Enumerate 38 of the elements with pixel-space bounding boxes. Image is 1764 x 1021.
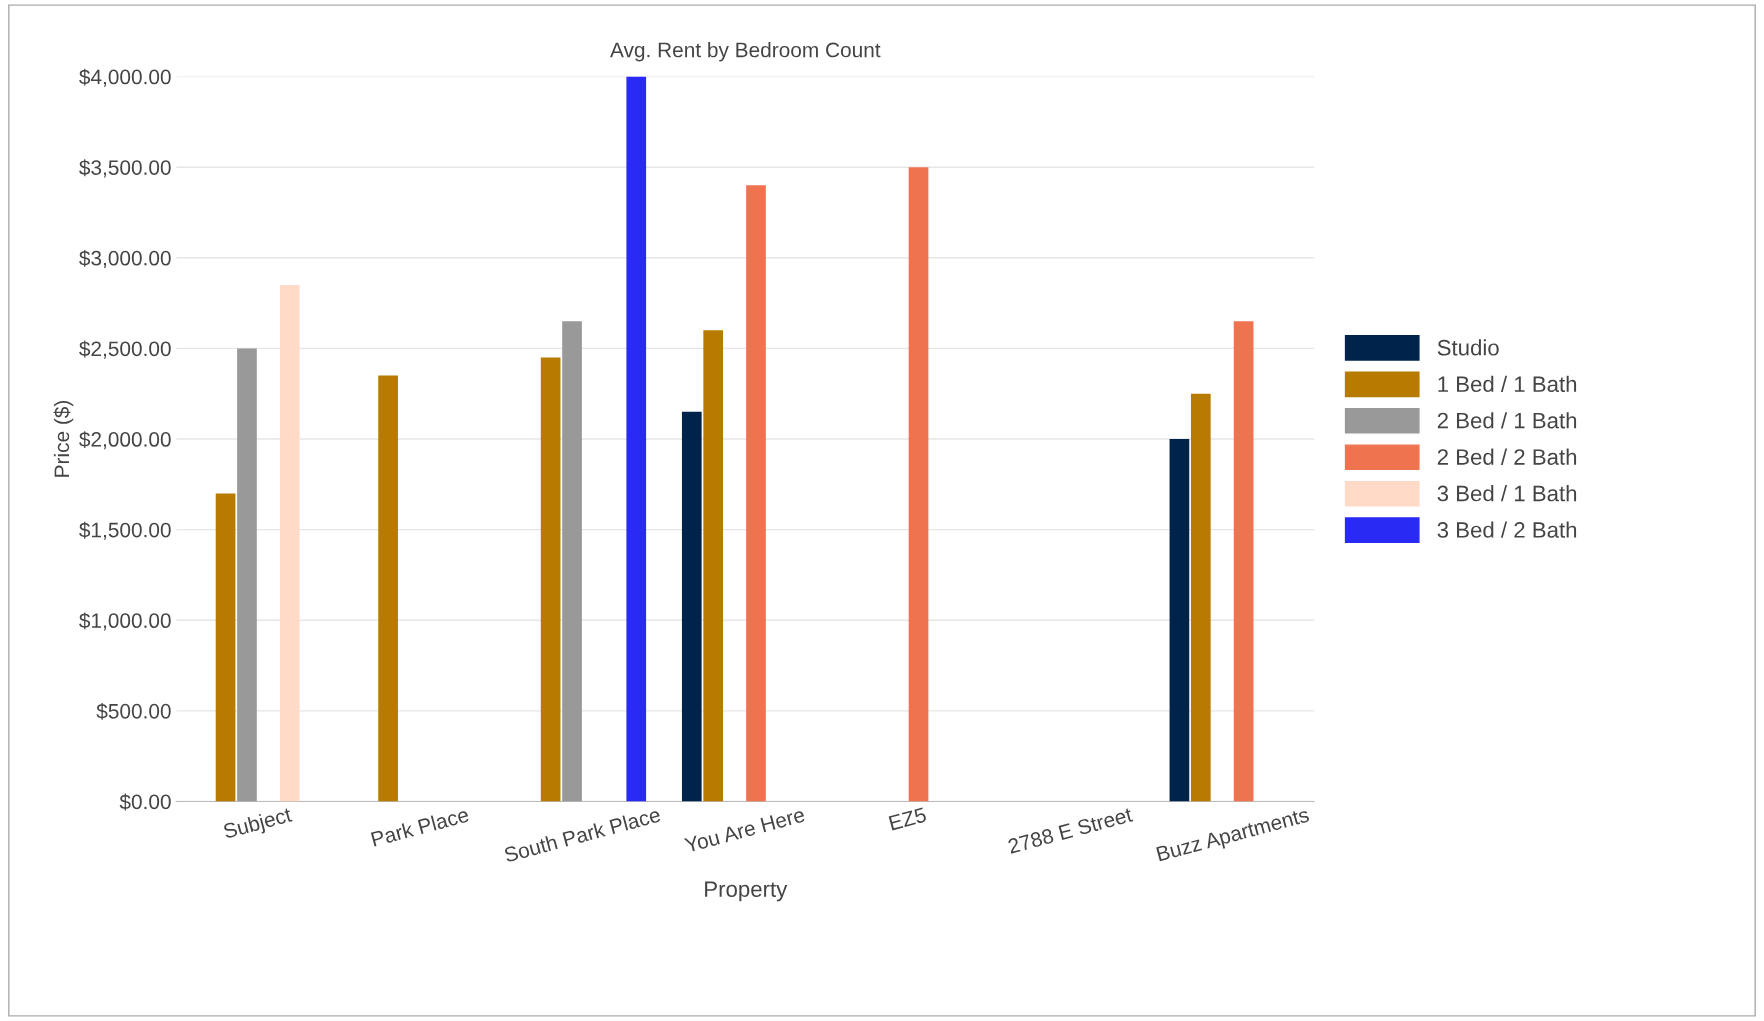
y-axis-title: Price ($) xyxy=(53,400,74,477)
x-tick-label: EZ5 xyxy=(888,807,927,831)
y-tick-label: $1,000.00 xyxy=(79,612,171,631)
x-axis-title: Property xyxy=(705,881,788,902)
y-tick-label: $2,500.00 xyxy=(79,340,171,359)
bar xyxy=(540,357,561,802)
legend-label: 2 Bed / 2 Bath xyxy=(1437,448,1577,465)
x-tick-label: Park Place xyxy=(370,806,470,847)
x-tick-label: You Are Here xyxy=(683,807,806,853)
legend-label: 3 Bed / 2 Bath xyxy=(1437,521,1577,538)
legend-label: Studio xyxy=(1437,339,1499,356)
bar xyxy=(562,321,582,802)
bar xyxy=(237,348,257,802)
y-tick-label: $0.00 xyxy=(119,793,171,811)
y-tick-label: $500.00 xyxy=(96,703,171,720)
bar xyxy=(378,375,398,802)
bar xyxy=(746,185,766,802)
bar xyxy=(1190,393,1211,802)
legend-label: 2 Bed / 1 Bath xyxy=(1437,412,1577,429)
y-tick-label: $2,000.00 xyxy=(79,431,171,450)
bar xyxy=(279,284,300,802)
y-tick-label: $3,500.00 xyxy=(79,159,171,178)
bar xyxy=(215,493,236,802)
bar xyxy=(703,330,724,802)
x-tick-label: 2788 E Street xyxy=(1007,806,1134,854)
legend-label: 1 Bed / 1 Bath xyxy=(1438,375,1577,393)
legend-label: 3 Bed / 1 Bath xyxy=(1437,485,1577,502)
bar xyxy=(1233,321,1254,802)
x-tick-label: South Park Place xyxy=(503,806,662,863)
x-tick-label: Subject xyxy=(222,806,294,843)
bar xyxy=(908,167,929,802)
bar xyxy=(681,411,702,802)
y-tick-label: $4,000.00 xyxy=(79,68,171,87)
y-tick-label: $1,500.00 xyxy=(79,521,171,540)
y-tick-label: $3,000.00 xyxy=(79,249,171,269)
bar xyxy=(626,76,647,802)
bar xyxy=(1169,439,1190,802)
chart-title: Avg. Rent by Bedroom Count xyxy=(610,42,881,62)
